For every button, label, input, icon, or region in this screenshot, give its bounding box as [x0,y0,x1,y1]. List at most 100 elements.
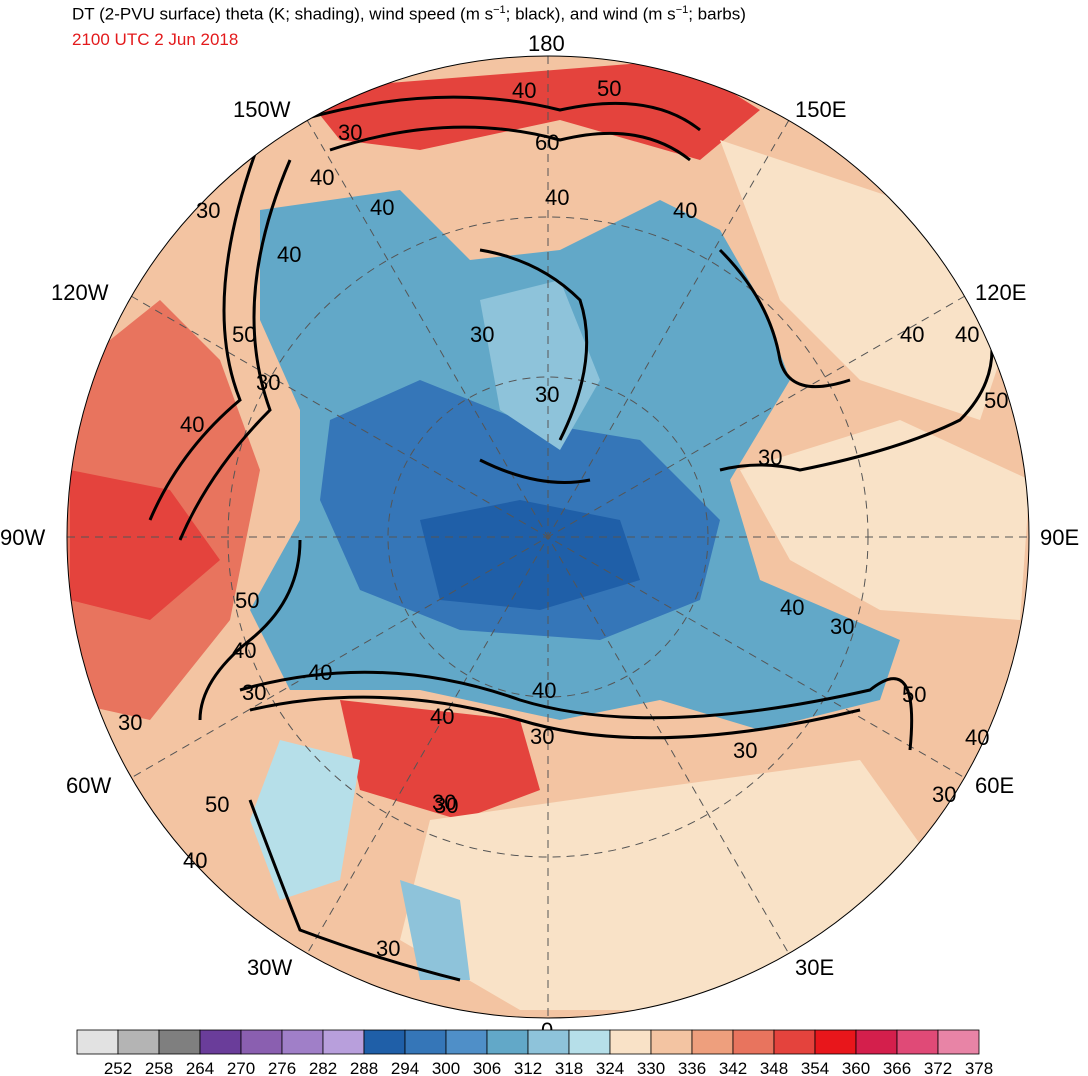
colorbar-swatch [486,1029,529,1055]
colorbar-swatch [650,1029,693,1055]
colorbar: 252 258 264 270 276 282 288 294 300 306 312 318 324 3… [76,1029,993,1076]
cold-pool-deepest [420,500,640,610]
latitude-circle-outer [227,216,869,858]
cold-tongue-2 [250,740,360,900]
contour-label: 40 [532,678,556,703]
contour-label: 30 [470,322,494,347]
colorbar-label: 360 [842,1059,870,1076]
contour-label: 40 [955,322,979,347]
colorbar-label: 366 [883,1059,911,1076]
warm-pool-north [300,60,760,160]
valid-time: 2100 UTC 2 Jun 2018 [72,30,239,49]
contour-label: 40 [780,595,804,620]
contour-label: 30 [118,710,142,735]
colorbar-swatch [117,1029,160,1055]
contour-label: 40 [183,848,207,873]
colorbar-swatch [445,1029,488,1055]
colorbar-label: 372 [924,1059,952,1076]
contour-label: 30 [733,738,757,763]
lon-label-30e: 30E [795,955,834,980]
colorbar-swatch [404,1029,447,1055]
jet-contour-north-2 [329,125,691,162]
contour-label: 50 [232,322,256,347]
meridian-120e-60w [130,295,966,779]
contour-label: 30 [242,680,266,705]
lon-label-60e: 60E [975,773,1014,798]
contour-label: 40 [308,660,332,685]
colorbar-label: 348 [760,1059,788,1076]
lon-label-60w: 60W [66,773,111,798]
title-prefix: DT (2-PVU surface) theta (K; shading), w… [72,4,494,24]
contour-label: 30 [338,120,362,145]
title-superscript-1: −1 [493,4,506,16]
jet-contour-atlantic [239,670,914,751]
contour-label: 40 [430,704,454,729]
title-middle: ; black), and wind (m s [505,4,676,24]
contour-label: 30 [530,724,554,749]
contour-label: 50 [235,588,259,613]
colorbar-label: 336 [678,1059,706,1076]
colorbar-swatch [896,1029,939,1055]
contour-label: 40 [545,185,569,210]
jet-contour-south-west [248,799,461,982]
colorbar-label: 288 [350,1059,378,1076]
contour-label: 30 [932,782,956,807]
jet-contour-atlantic-2 [249,695,861,740]
longitude-labels: 180 150W 150E 120W 120E 90W 90E 60W 60E … [0,31,1079,1043]
map-border [66,55,1030,1019]
cold-tongue-1 [480,280,600,450]
colorbar-label: 318 [555,1059,583,1076]
contour-label: 40 [370,195,394,220]
jet-contour-tongue [479,248,589,441]
cold-tongue-3 [400,880,470,980]
cool-warm-east [720,140,1010,420]
lon-label-90w: 90W [0,525,45,550]
contour-label: 40 [310,165,334,190]
colorbar-label: 264 [186,1059,214,1076]
contour-label: 50 [205,792,229,817]
colorbar-label: 342 [719,1059,747,1076]
colorbar-swatch [568,1029,611,1055]
lon-label-120w: 120W [51,280,109,305]
lon-label-180: 180 [528,31,565,56]
colorbar-swatch [732,1029,775,1055]
colorbar-swatch [691,1029,734,1055]
jet-contour-north [299,95,701,132]
colorbar-swatch [158,1029,201,1055]
lon-label-150w: 150W [233,97,291,122]
colorbar-swatch [937,1029,980,1055]
colorbar-label: 354 [801,1059,829,1076]
title-superscript-2: −1 [675,4,689,16]
contour-label: 30 [376,936,400,961]
contour-label: 40 [232,638,256,663]
jet-contour-siberia [718,248,851,389]
contour-label: 30 [432,790,456,815]
wind-speed-contours [148,95,994,982]
colorbar-swatch [281,1029,324,1055]
contour-label: 30 [434,793,458,818]
contour-label: 40 [277,242,301,267]
colorbar-label: 270 [227,1059,255,1076]
colorbar-swatch [363,1029,406,1055]
colorbar-label: 294 [391,1059,419,1076]
contour-label: 40 [965,725,989,750]
colorbar-swatch [76,1029,119,1055]
contour-label: 40 [900,322,924,347]
warm-pool-atlantic [340,700,540,820]
lon-label-90e: 90E [1040,525,1079,550]
latitude-circle-inner [387,376,709,698]
colorbar-label: 378 [965,1059,993,1076]
contour-label: 30 [830,614,854,639]
contour-labels: 50 40 60 30 40 40 30 40 30 30 50 30 40 4… [118,76,1008,961]
lon-label-30w: 30W [247,955,292,980]
colorbar-swatch [773,1029,816,1055]
colorbar-label: 330 [637,1059,665,1076]
colorbar-swatch [855,1029,898,1055]
colorbar-swatch [527,1029,570,1055]
colorbar-swatch [322,1029,365,1055]
contour-label: 40 [673,198,697,223]
contour-label: 40 [180,412,204,437]
warm-pool-west-core [70,470,220,620]
colorbar-label: 312 [514,1059,542,1076]
